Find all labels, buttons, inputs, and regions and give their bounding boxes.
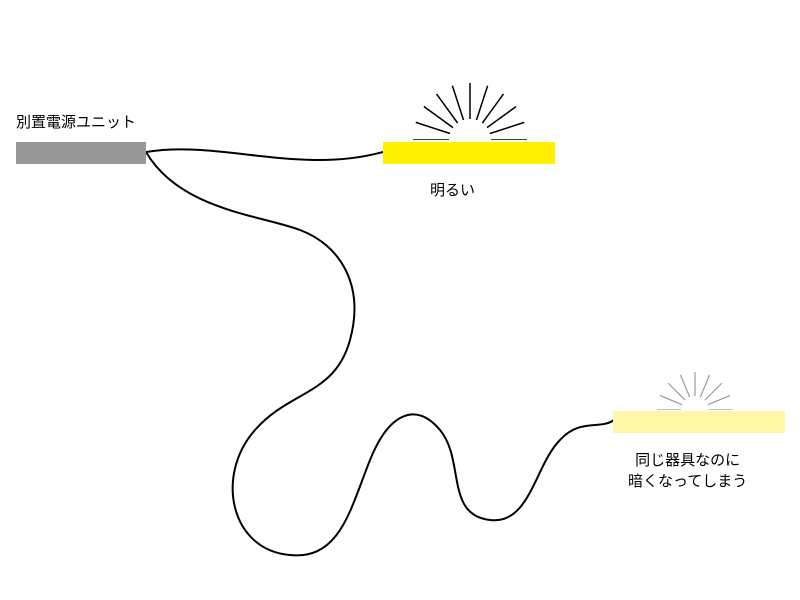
dim-light-label-line1: 同じ器具なのに: [635, 452, 740, 469]
power-unit-label: 別置電源ユニット: [16, 112, 136, 133]
wire-to-bright: [146, 149, 383, 160]
wire-to-dim: [146, 152, 614, 555]
dim-light-label: 同じ器具なのに 暗くなってしまう: [628, 450, 747, 492]
dim-light-block: [613, 411, 785, 433]
power-unit-block: [16, 142, 146, 164]
bright-rays: [400, 80, 540, 140]
bright-light-block: [383, 142, 555, 164]
bright-light-label: 明るい: [430, 180, 475, 201]
dim-light-label-line2: 暗くなってしまう: [628, 473, 747, 490]
dim-rays: [650, 370, 740, 410]
wire-svg: [0, 0, 800, 600]
